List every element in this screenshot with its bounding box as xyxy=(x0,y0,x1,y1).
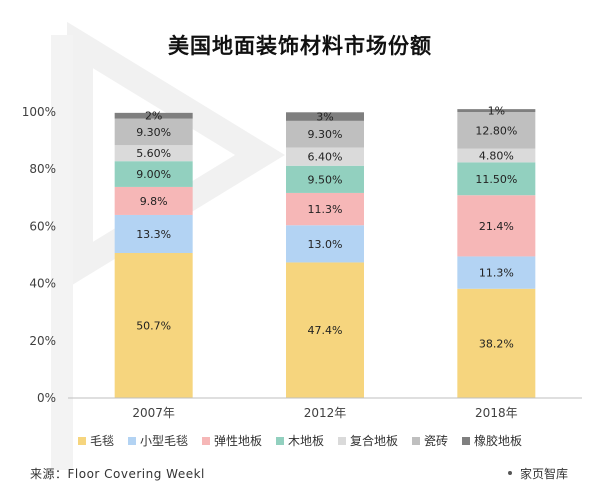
x-tick-label: 2018年 xyxy=(475,406,518,420)
legend-item: 橡胶地板 xyxy=(462,432,522,449)
bar-segment xyxy=(114,214,193,253)
legend-item: 弹性地板 xyxy=(201,432,262,449)
bar-segment xyxy=(114,161,193,187)
data-label: 3% xyxy=(316,111,333,124)
brand-name: 家页智库 xyxy=(519,467,568,481)
legend-swatch xyxy=(77,436,86,445)
data-label: 50.7% xyxy=(136,319,171,332)
bar-segment xyxy=(114,112,193,119)
data-label: 47.4% xyxy=(308,324,343,337)
data-label: 11.50% xyxy=(475,173,517,186)
data-label: 11.3% xyxy=(308,203,343,216)
bar-segment xyxy=(457,112,536,149)
legend-item: 瓷砖 xyxy=(412,432,448,449)
bar-segment xyxy=(286,120,364,148)
legend-item: 毛毯 xyxy=(77,432,114,449)
bar-segment xyxy=(457,288,536,398)
bar-segment xyxy=(114,252,193,398)
y-axis: 0% 20% 40% 60% 80% 100% xyxy=(22,105,56,405)
data-label: 9.30% xyxy=(136,126,171,139)
x-tick-label: 2012年 xyxy=(304,406,347,420)
data-label: 21.4% xyxy=(479,220,514,233)
x-axis: 2007年 2012年 2018年 xyxy=(68,397,582,420)
data-label: 1% xyxy=(488,105,505,118)
legend-item: 复合地板 xyxy=(338,432,398,449)
y-tick-label: 80% xyxy=(29,162,56,176)
bar-segment xyxy=(114,145,193,162)
y-tick-label: 0% xyxy=(37,391,56,405)
bar-segment xyxy=(457,162,536,196)
x-tick-label: 2007年 xyxy=(132,406,175,420)
legend-label: 毛毯 xyxy=(89,434,114,448)
data-label: 9.8% xyxy=(140,195,168,208)
bar-segment xyxy=(457,256,536,289)
bar-segment xyxy=(286,192,364,226)
data-label: 9.30% xyxy=(308,128,343,141)
legend-label: 小型毛毯 xyxy=(139,434,188,448)
legend-swatch xyxy=(412,436,421,445)
data-label: 13.0% xyxy=(308,238,343,251)
legend-swatch xyxy=(462,436,471,445)
data-label: 5.60% xyxy=(136,147,171,160)
bar-segment xyxy=(286,225,364,263)
legend-label: 弹性地板 xyxy=(213,434,262,448)
data-label: 9.50% xyxy=(308,173,343,186)
bars: 50.7% 13.3% 9.8% 9.00% 5.60% 9.30% 2% 47.4% 13.0… xyxy=(114,105,536,398)
legend-swatch xyxy=(201,436,210,445)
data-label: 2% xyxy=(145,110,162,123)
legend: 毛毯 小型毛毯 弹性地板 木地板 复合地板 瓷砖 橡胶地板 xyxy=(0,432,600,449)
legend-label: 橡胶地板 xyxy=(474,434,523,448)
bar-segment xyxy=(114,186,193,215)
y-tick-label: 40% xyxy=(29,277,56,291)
legend-swatch xyxy=(338,436,346,445)
bar-segment xyxy=(286,112,364,121)
bar-segment xyxy=(457,195,536,257)
source-note: 来源：Floor Covering Weekl xyxy=(30,467,205,481)
brand-dot xyxy=(508,471,512,475)
legend-label: 瓷砖 xyxy=(424,434,449,448)
data-label: 4.80% xyxy=(479,149,514,162)
data-label: 13.3% xyxy=(136,228,171,241)
y-tick-label: 60% xyxy=(29,219,56,233)
data-label: 11.3% xyxy=(479,267,514,280)
bar-segment xyxy=(286,262,364,398)
y-tick-label: 100% xyxy=(22,105,56,119)
bar-segment xyxy=(457,148,536,163)
bar-segment xyxy=(286,165,364,193)
data-label: 9.00% xyxy=(136,168,171,181)
bar-segment xyxy=(286,147,364,166)
legend-label: 木地板 xyxy=(287,434,324,448)
bar-segment xyxy=(457,109,536,112)
legend-label: 复合地板 xyxy=(350,434,399,448)
legend-swatch xyxy=(127,436,136,445)
y-tick-label: 20% xyxy=(29,334,56,348)
legend-item: 木地板 xyxy=(275,432,324,449)
legend-item: 小型毛毯 xyxy=(127,432,188,449)
legend-swatch xyxy=(275,436,284,445)
data-label: 38.2% xyxy=(479,337,514,350)
data-label: 6.40% xyxy=(308,151,343,164)
bar-segment xyxy=(114,118,193,146)
data-label: 12.80% xyxy=(475,124,517,137)
